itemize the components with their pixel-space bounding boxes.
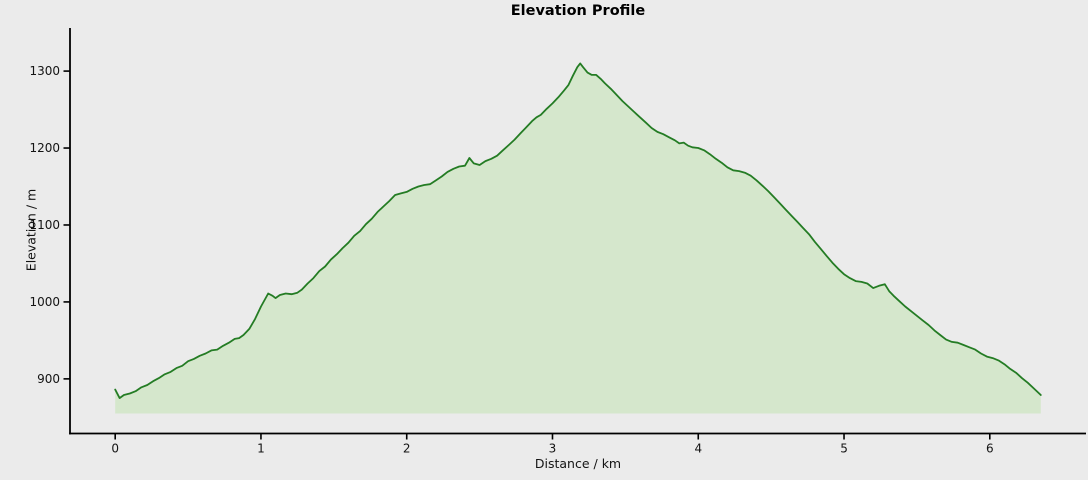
x-tick-label: 0	[111, 442, 119, 456]
y-axis-label: Elevation / m	[23, 188, 39, 272]
x-tick-label: 2	[403, 442, 411, 456]
y-tick-label: 1100	[29, 218, 60, 232]
x-tick-label: 5	[840, 442, 848, 456]
y-tick-label: 1200	[29, 141, 60, 155]
profile-area-fill	[115, 63, 1041, 414]
x-tick-label: 6	[986, 442, 994, 456]
profile-line	[114, 62, 1042, 400]
chart-title: Elevation Profile	[510, 3, 646, 19]
x-tick-label: 1	[257, 442, 265, 456]
y-tick-label: 900	[37, 372, 60, 386]
y-tick-label: 1300	[29, 64, 60, 78]
x-axis-label: Distance / km	[534, 456, 622, 471]
x-tick-label: 4	[694, 442, 702, 456]
y-tick-label: 1000	[29, 295, 60, 309]
x-tick-label: 3	[549, 442, 557, 456]
